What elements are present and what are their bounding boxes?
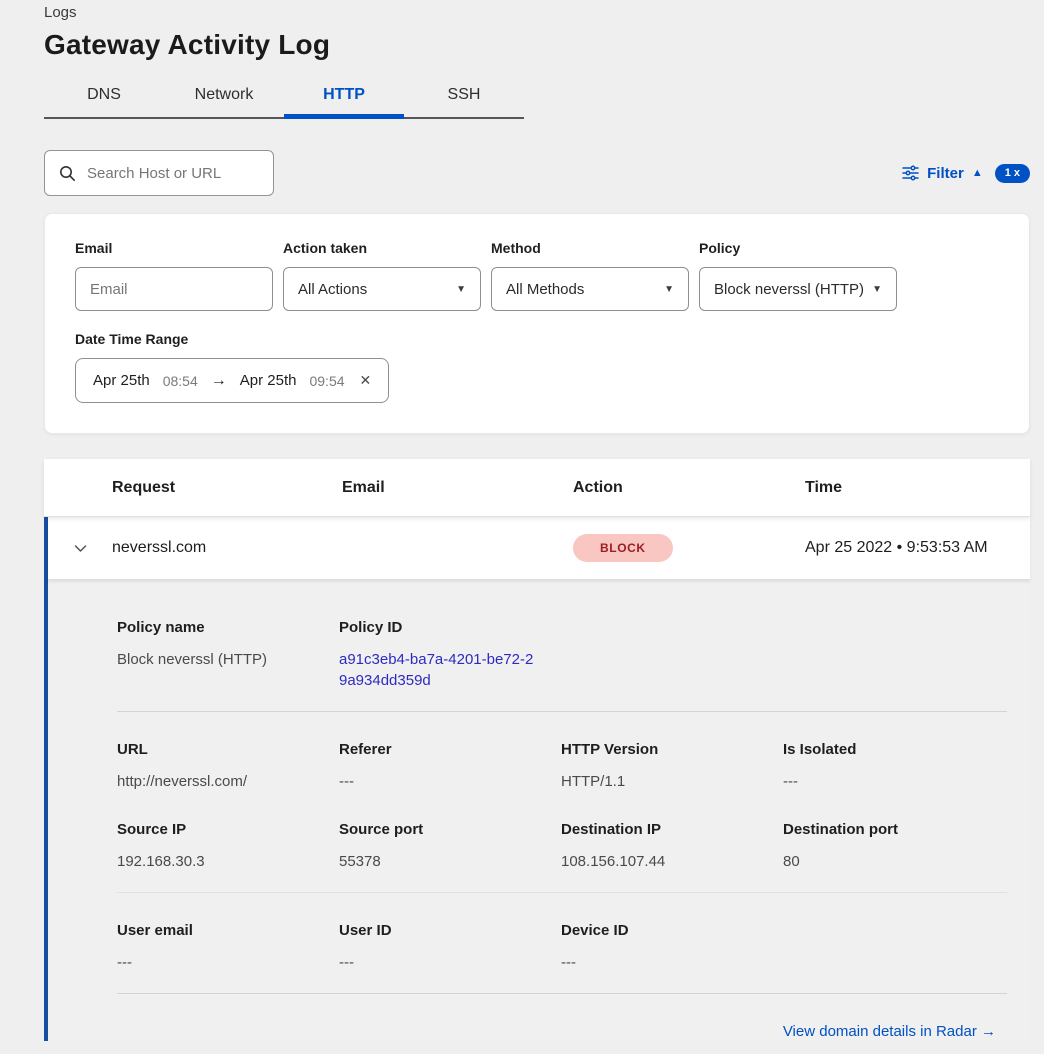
policy-section: Policy name Block neverssl (HTTP) Policy… xyxy=(117,619,1007,691)
source-ip-value: 192.168.30.3 xyxy=(117,853,205,870)
action-taken-label: Action taken xyxy=(283,240,368,256)
destination-port-value: 80 xyxy=(783,853,800,870)
end-date[interactable]: Apr 25th xyxy=(239,372,297,389)
search-placeholder: Search Host or URL xyxy=(87,164,222,182)
url-value: http://neverssl.com/ xyxy=(117,773,248,790)
action-taken-value: All Actions xyxy=(298,280,368,298)
email-filter-input[interactable] xyxy=(75,267,273,311)
start-time[interactable]: 08:54 xyxy=(162,372,198,389)
filter-panel: Email Action taken All Actions ▼ Method … xyxy=(44,213,1030,434)
toolbar: Search Host or URL Filter ▲ 1 x xyxy=(44,150,1030,196)
filter-button[interactable]: Filter xyxy=(927,164,964,182)
source-ip-label: Source IP xyxy=(117,821,187,838)
clear-date-range-icon[interactable]: ✕ xyxy=(359,372,372,388)
row-time: Apr 25 2022 • 9:53:53 AM xyxy=(805,539,988,556)
caret-down-icon: ▼ xyxy=(872,283,882,295)
column-header-email: Email xyxy=(342,478,385,496)
policy-value: Block neverssl (HTTP) xyxy=(714,280,865,298)
destination-ip-value: 108.156.107.44 xyxy=(561,853,666,870)
start-date[interactable]: Apr 25th xyxy=(93,372,150,389)
email-filter-label: Email xyxy=(75,240,113,256)
caret-down-icon: ▼ xyxy=(456,283,466,295)
destination-port-label: Destination port xyxy=(783,821,898,838)
policy-label: Policy xyxy=(699,240,741,256)
divider xyxy=(117,993,1007,994)
tab-network[interactable]: Network xyxy=(194,86,254,103)
table-header: Request Email Action Time xyxy=(44,459,1030,517)
policy-select[interactable]: Block neverssl (HTTP) ▼ xyxy=(699,267,897,311)
method-label: Method xyxy=(491,240,541,256)
page-title: Gateway Activity Log xyxy=(44,29,331,60)
is-isolated-label: Is Isolated xyxy=(783,741,857,758)
divider xyxy=(117,711,1007,712)
caret-down-icon: ▼ xyxy=(664,283,674,295)
row-details: Policy name Block neverssl (HTTP) Policy… xyxy=(48,580,1030,1041)
method-value: All Methods xyxy=(506,280,585,298)
referer-label: Referer xyxy=(339,741,392,758)
date-range-picker[interactable]: Apr 25th 08:54 → Apr 25th 09:54 ✕ xyxy=(75,358,390,403)
source-port-value: 55378 xyxy=(339,853,381,870)
date-range-label: Date Time Range xyxy=(75,331,189,347)
log-type-tabs: DNS Network HTTP SSH xyxy=(44,75,524,119)
policy-name-value: Block neverssl (HTTP) xyxy=(117,651,268,668)
search-icon xyxy=(60,165,75,181)
device-id-label: Device ID xyxy=(561,922,629,939)
tab-ssh[interactable]: SSH xyxy=(447,86,481,103)
policy-name-label: Policy name xyxy=(117,619,205,636)
arrow-right-icon: → xyxy=(981,1023,996,1040)
source-port-label: Source port xyxy=(339,821,424,838)
destination-ip-label: Destination IP xyxy=(561,821,662,838)
breadcrumb[interactable]: Logs xyxy=(44,4,77,21)
end-time[interactable]: 09:54 xyxy=(309,372,345,389)
tab-http[interactable]: HTTP xyxy=(284,75,404,119)
url-label: URL xyxy=(117,741,148,758)
collapse-filters-icon[interactable]: ▲ xyxy=(971,167,983,179)
is-isolated-value: --- xyxy=(783,773,798,790)
referer-value: --- xyxy=(339,773,354,790)
chevron-down-icon[interactable] xyxy=(72,540,89,557)
tab-dns[interactable]: DNS xyxy=(87,86,121,103)
user-id-value: --- xyxy=(339,954,354,971)
network-info-section: Source IP 192.168.30.3 Source port 55378… xyxy=(117,792,1007,872)
policy-id-link[interactable]: a91c3eb4-ba7a-4201-be72-29a934dd359d xyxy=(339,651,534,689)
method-select[interactable]: All Methods ▼ xyxy=(491,267,689,311)
device-id-value: --- xyxy=(561,954,576,971)
column-header-request: Request xyxy=(112,478,176,496)
user-email-value: --- xyxy=(117,954,132,971)
http-version-label: HTTP Version xyxy=(561,741,659,758)
radar-details-link[interactable]: View domain details in Radar → xyxy=(782,1023,996,1040)
search-input[interactable]: Search Host or URL xyxy=(44,150,274,196)
user-info-section: User email --- User ID --- Device ID --- xyxy=(117,893,1007,973)
user-email-label: User email xyxy=(117,922,193,939)
row-request: neverssl.com xyxy=(112,539,207,556)
request-info-section: URL http://neverssl.com/ Referer --- HTT… xyxy=(117,712,1007,792)
column-header-time: Time xyxy=(805,478,843,496)
status-badge-block: BLOCK xyxy=(573,534,673,562)
filter-controls: Filter ▲ 1 x xyxy=(902,163,1030,183)
action-taken-select[interactable]: All Actions ▼ xyxy=(283,267,481,311)
divider xyxy=(117,892,1007,893)
arrow-right-icon: → xyxy=(210,371,227,389)
log-table: Request Email Action Time neverssl.com B… xyxy=(44,459,1030,1041)
policy-id-label: Policy ID xyxy=(339,619,403,636)
filter-count-badge[interactable]: 1 x xyxy=(994,163,1030,183)
filter-icon xyxy=(902,165,919,181)
http-version-value: HTTP/1.1 xyxy=(561,773,626,790)
column-header-action: Action xyxy=(573,478,623,496)
expanded-row-wrapper: neverssl.com BLOCK Apr 25 2022 • 9:53:53… xyxy=(44,517,1030,1041)
user-id-label: User ID xyxy=(339,922,392,939)
table-row[interactable]: neverssl.com BLOCK Apr 25 2022 • 9:53:53… xyxy=(48,517,1030,580)
